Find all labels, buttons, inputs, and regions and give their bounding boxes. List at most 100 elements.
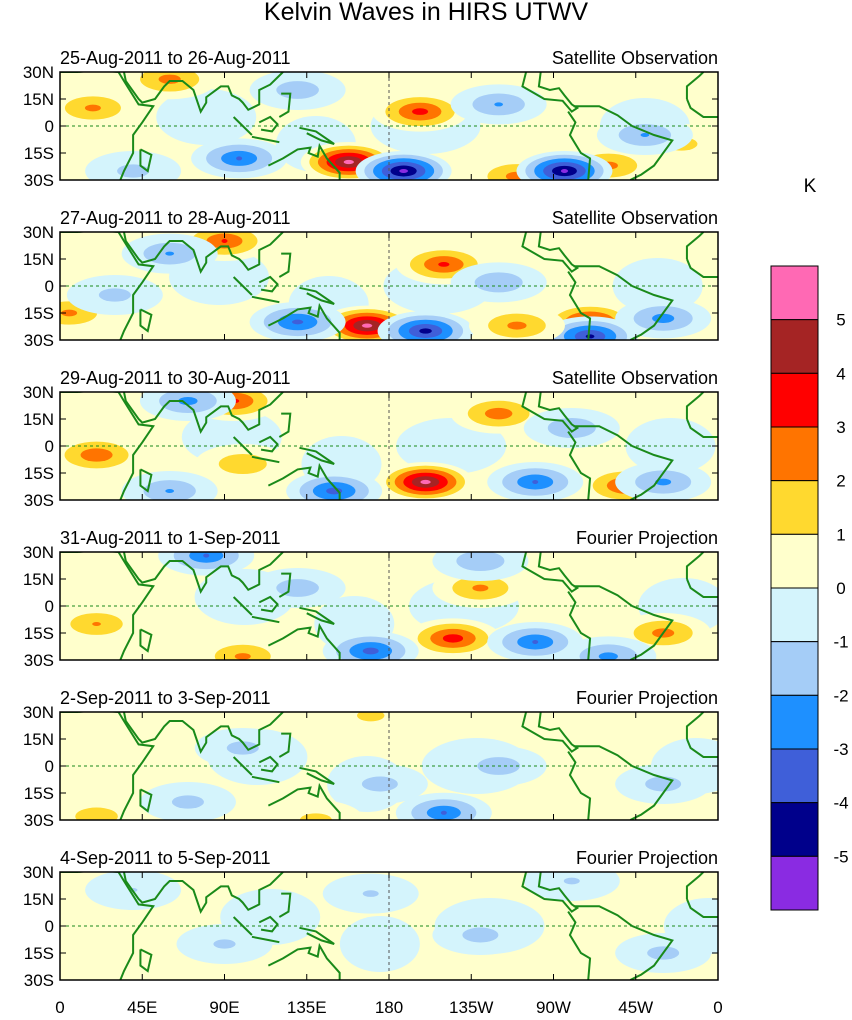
figure-title: Kelvin Waves in HIRS UTWV	[263, 0, 589, 26]
colorbar-swatch	[770, 802, 819, 857]
coastline	[139, 468, 153, 493]
map-panel: 30N 15N 0 15S 30S 31-Aug-2011 to 1-Sep-2011 Fo…	[23, 528, 719, 670]
coastline	[139, 628, 153, 653]
panel-date: 25-Aug-2011 to 26-Aug-2011	[60, 48, 291, 68]
coastline	[567, 271, 592, 340]
negative-anomaly	[171, 795, 204, 809]
negative-anomaly	[419, 328, 432, 334]
coastline	[278, 572, 292, 598]
negative-anomaly	[563, 877, 580, 885]
positive-anomaly	[299, 813, 332, 820]
lon-tick-label: 135W	[449, 998, 493, 1017]
positive-anomaly	[61, 309, 78, 317]
positive-anomaly	[361, 323, 373, 328]
positive-anomaly	[214, 644, 271, 660]
negative-anomaly	[226, 741, 259, 755]
coastline	[299, 286, 335, 305]
coastline	[251, 775, 280, 784]
lon-tick-label: 0	[55, 998, 64, 1017]
colorbar-label: 4	[836, 364, 845, 383]
colorbar-label: 3	[836, 418, 845, 437]
lat-tick-label: 30N	[23, 543, 54, 562]
negative-anomaly	[560, 169, 569, 173]
negative-anomaly	[362, 890, 379, 897]
panel-source: Satellite Observation	[552, 208, 718, 228]
negative-anomaly	[523, 872, 620, 901]
panel-date: 29-Aug-2011 to 30-Aug-2011	[60, 368, 291, 388]
panel-source: Fourier Projection	[576, 528, 718, 548]
negative-anomaly	[178, 397, 198, 405]
coastline	[251, 455, 280, 464]
negative-anomaly	[236, 156, 243, 161]
lon-tick-label: 45E	[127, 998, 157, 1017]
coastline	[299, 446, 335, 465]
panel-date: 27-Aug-2011 to 28-Aug-2011	[60, 208, 291, 228]
negative-anomaly	[532, 480, 539, 484]
lat-tick-label: 0	[45, 437, 54, 456]
lat-tick-label: 30S	[24, 971, 54, 990]
map-panel: 30N 15N 0 15S 30S 4-Sep-2011 to 5-Sep-2011 Fou…	[23, 848, 719, 990]
colorbar-swatch	[770, 694, 819, 750]
positive-anomaly	[420, 479, 431, 485]
coastline	[258, 435, 279, 453]
lat-tick-label: 30N	[23, 863, 54, 882]
negative-anomaly	[399, 169, 408, 173]
coastline	[251, 295, 280, 304]
panel-date: 2-Sep-2011 to 3-Sep-2011	[60, 688, 270, 708]
weak-anomaly	[156, 89, 257, 145]
negative-anomaly	[213, 939, 236, 949]
lat-tick-label: 15N	[23, 890, 54, 909]
coastline	[278, 732, 292, 758]
lat-tick-label: 15S	[24, 944, 54, 963]
coastline	[267, 622, 341, 660]
coastline	[251, 615, 280, 624]
colorbar-label: -4	[833, 794, 848, 813]
negative-anomaly	[585, 334, 595, 339]
coastline	[567, 751, 592, 820]
colorbar-swatch	[770, 480, 819, 535]
lon-tick-label: 90W	[536, 998, 571, 1017]
positive-anomaly	[92, 622, 101, 626]
colorbar-label: 0	[836, 579, 845, 598]
negative-anomaly	[165, 251, 175, 256]
coastline	[685, 712, 705, 739]
colorbar-swatch	[770, 265, 819, 321]
lat-tick-label: 15S	[24, 304, 54, 323]
colorbar-swatch	[770, 426, 819, 482]
positive-anomaly	[484, 407, 513, 420]
lat-tick-label: 30S	[24, 331, 54, 350]
contour-field	[60, 872, 718, 980]
panel-date: 31-Aug-2011 to 1-Sep-2011	[60, 528, 281, 548]
coastline	[78, 552, 155, 660]
negative-anomaly	[547, 418, 596, 438]
positive-anomaly	[357, 712, 385, 722]
negative-anomaly	[640, 133, 650, 137]
positive-anomaly	[158, 74, 181, 84]
negative-anomaly	[532, 640, 539, 644]
coastline	[278, 92, 292, 118]
lat-tick-label: 0	[45, 277, 54, 296]
lon-tick-label: 45W	[618, 998, 653, 1017]
lat-tick-label: 0	[45, 117, 54, 136]
negative-anomaly	[98, 288, 131, 302]
coastline	[78, 712, 155, 820]
map-panel: 30N 15N 0 15S 30S 25-Aug-2011 to 26-Aug-2011 S…	[23, 48, 719, 190]
lat-tick-label: 30N	[23, 703, 54, 722]
map-panel: 30N 15N 0 15S 30S 29-Aug-2011 to 30-Aug-2011 S…	[23, 368, 719, 510]
negative-anomaly	[652, 313, 675, 324]
positive-anomaly	[75, 807, 118, 820]
coastline	[258, 595, 279, 613]
panel-source: Satellite Observation	[552, 368, 718, 388]
negative-anomaly	[474, 272, 523, 293]
positive-anomaly	[507, 321, 527, 330]
colorbar-label: -2	[833, 686, 848, 705]
positive-anomaly	[438, 262, 450, 267]
negative-anomaly	[326, 487, 343, 495]
coastline	[573, 745, 674, 820]
lon-tick-label: 0	[713, 998, 722, 1017]
negative-anomaly	[276, 81, 319, 99]
coastline	[122, 232, 284, 274]
coastline	[686, 738, 718, 758]
negative-anomaly	[291, 319, 304, 325]
